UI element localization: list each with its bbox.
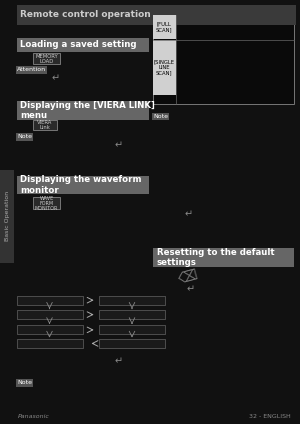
Bar: [16, 101, 148, 120]
Text: ↵: ↵: [186, 284, 195, 294]
Bar: [153, 15, 294, 104]
Text: ↵: ↵: [185, 209, 193, 219]
Text: Basic Operation: Basic Operation: [5, 191, 10, 241]
Text: Panasonic: Panasonic: [18, 414, 50, 419]
Text: WAVE
FORM
MONITOR: WAVE FORM MONITOR: [35, 195, 58, 211]
Text: Loading a saved setting: Loading a saved setting: [20, 40, 136, 50]
Text: [SINGLE
LINE
SCAN]: [SINGLE LINE SCAN]: [154, 59, 175, 75]
Bar: [17, 339, 83, 348]
Text: ⌫: ⌫: [176, 268, 199, 287]
Bar: [17, 296, 83, 304]
Bar: [33, 53, 60, 64]
Text: ↵: ↵: [114, 140, 123, 150]
Text: VIERA
Link: VIERA Link: [37, 120, 53, 130]
Bar: [99, 326, 165, 334]
Text: Attention: Attention: [17, 67, 46, 73]
Text: Note: Note: [153, 114, 168, 119]
Text: Resetting to the default
settings: Resetting to the default settings: [157, 248, 274, 268]
Text: Note: Note: [17, 380, 32, 385]
Bar: [16, 38, 148, 52]
Text: [FULL
SCAN]: [FULL SCAN]: [156, 22, 172, 32]
Bar: [153, 40, 176, 95]
Text: Remote control operation: Remote control operation: [20, 10, 151, 20]
Bar: [153, 248, 294, 267]
Bar: [16, 176, 148, 194]
Bar: [33, 197, 60, 209]
Bar: [99, 339, 165, 348]
Text: MEMORY
LOAD: MEMORY LOAD: [35, 53, 58, 64]
Bar: [99, 310, 165, 319]
Text: ↵: ↵: [51, 73, 60, 84]
Text: Note: Note: [17, 134, 32, 139]
Text: 32 - ENGLISH: 32 - ENGLISH: [249, 414, 291, 419]
Text: Displaying the [VIERA LINK]
menu: Displaying the [VIERA LINK] menu: [20, 100, 155, 120]
Text: ↵: ↵: [114, 356, 123, 366]
Text: Displaying the waveform
monitor: Displaying the waveform monitor: [20, 175, 142, 195]
Bar: [17, 326, 83, 334]
Bar: [153, 15, 176, 39]
Bar: [33, 120, 57, 130]
Bar: [17, 310, 83, 319]
Bar: [99, 296, 165, 304]
Bar: [16, 5, 296, 25]
Bar: [0, 170, 14, 263]
